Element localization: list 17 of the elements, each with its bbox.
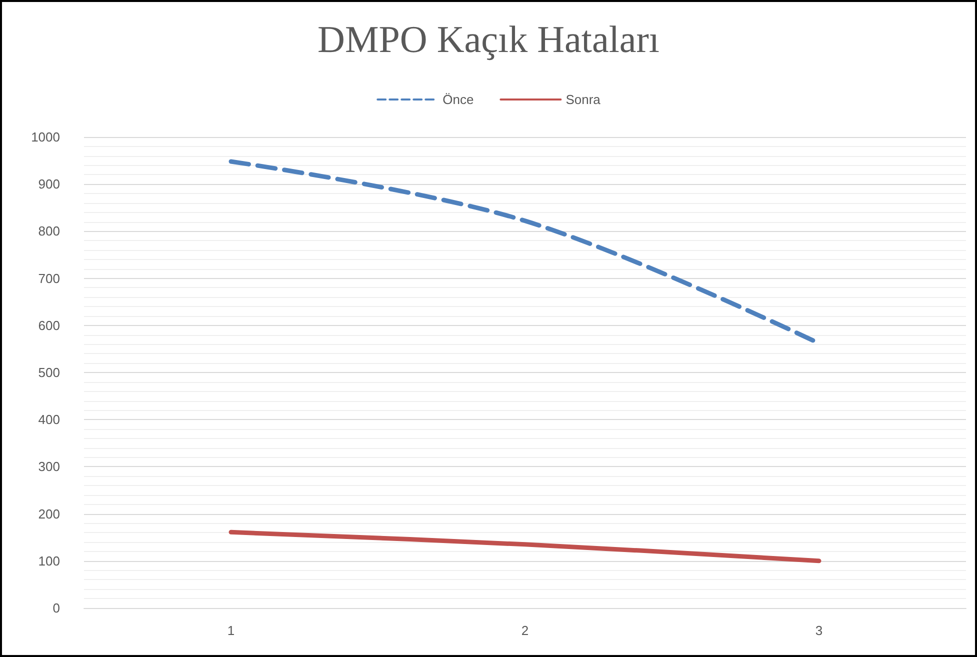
- chart-title: DMPO Kaçık Hataları: [318, 19, 660, 61]
- y-tick-label: 500: [38, 365, 60, 380]
- y-tick-label: 700: [38, 270, 60, 286]
- y-tick-label: 900: [38, 176, 60, 192]
- y-tick-label: 200: [38, 506, 60, 522]
- x-tick-label: 3: [815, 623, 823, 638]
- y-tick-label: 300: [38, 459, 60, 474]
- y-tick-label: 1000: [31, 130, 60, 144]
- y-tick-label: 0: [52, 600, 60, 616]
- y-tick-label: 400: [38, 412, 60, 428]
- x-tick-label: 1: [227, 623, 235, 638]
- y-tick-label: 800: [38, 224, 60, 239]
- legend-label: Sonra: [566, 92, 602, 107]
- y-tick-label: 100: [38, 553, 60, 568]
- legend-label: Önce: [442, 92, 474, 107]
- y-tick-label: 600: [38, 318, 60, 333]
- x-tick-label: 2: [521, 623, 529, 638]
